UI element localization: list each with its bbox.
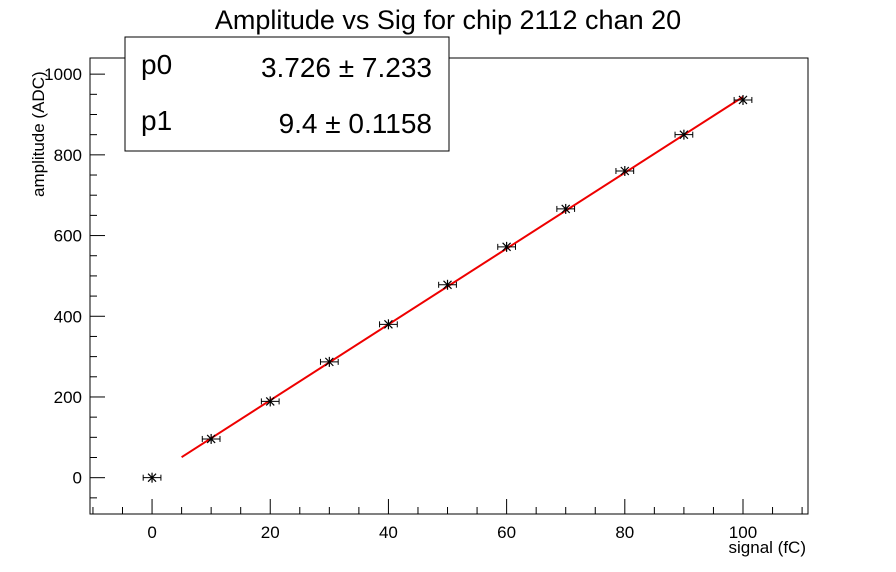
data-point: [674, 129, 694, 140]
fit-line: [181, 96, 744, 459]
fit-line-layer: [181, 96, 744, 459]
y-tick-label: 0: [73, 469, 82, 488]
x-tick-label: 40: [379, 523, 398, 542]
chart-title: Amplitude vs Sig for chip 2112 chan 20: [215, 5, 681, 35]
y-tick-label: 600: [54, 227, 82, 246]
y-tick-label: 200: [54, 388, 82, 407]
x-tick-label: 20: [261, 523, 280, 542]
data-point: [438, 279, 457, 290]
data-points: [142, 94, 753, 483]
data-point: [142, 472, 162, 483]
x-axis-label: signal (fC): [729, 538, 806, 557]
stat-p0-value: 3.726 ± 7.233: [261, 52, 432, 83]
data-point: [379, 319, 398, 330]
y-tick-label: 800: [54, 146, 82, 165]
chart-title-text: Amplitude vs Sig for chip 2112 chan 20: [215, 5, 681, 35]
x-tick-label: 100: [729, 523, 757, 542]
y-tick-label: 400: [54, 307, 82, 326]
axis-ticks: [90, 73, 803, 514]
stats-box-frame: [124, 36, 450, 152]
data-point: [260, 396, 280, 407]
x-tick-label: 60: [497, 523, 516, 542]
fit-stats-box: p0 3.726 ± 7.233 p1 9.4 ± 0.1158: [124, 36, 450, 152]
x-tick-label: 80: [615, 523, 634, 542]
data-point: [319, 356, 339, 367]
data-point: [556, 203, 576, 214]
stat-p1-value: 9.4 ± 0.1158: [279, 108, 432, 139]
stat-p0-name: p0: [141, 49, 172, 80]
y-axis-label: amplitude (ADC): [29, 71, 48, 197]
data-point: [497, 241, 516, 252]
data-point: [201, 433, 221, 444]
x-tick-label: 0: [147, 523, 156, 542]
stat-p1-name: p1: [141, 105, 172, 136]
data-point: [615, 165, 635, 176]
y-tick-label: 1000: [44, 65, 82, 84]
data-point: [733, 94, 753, 105]
